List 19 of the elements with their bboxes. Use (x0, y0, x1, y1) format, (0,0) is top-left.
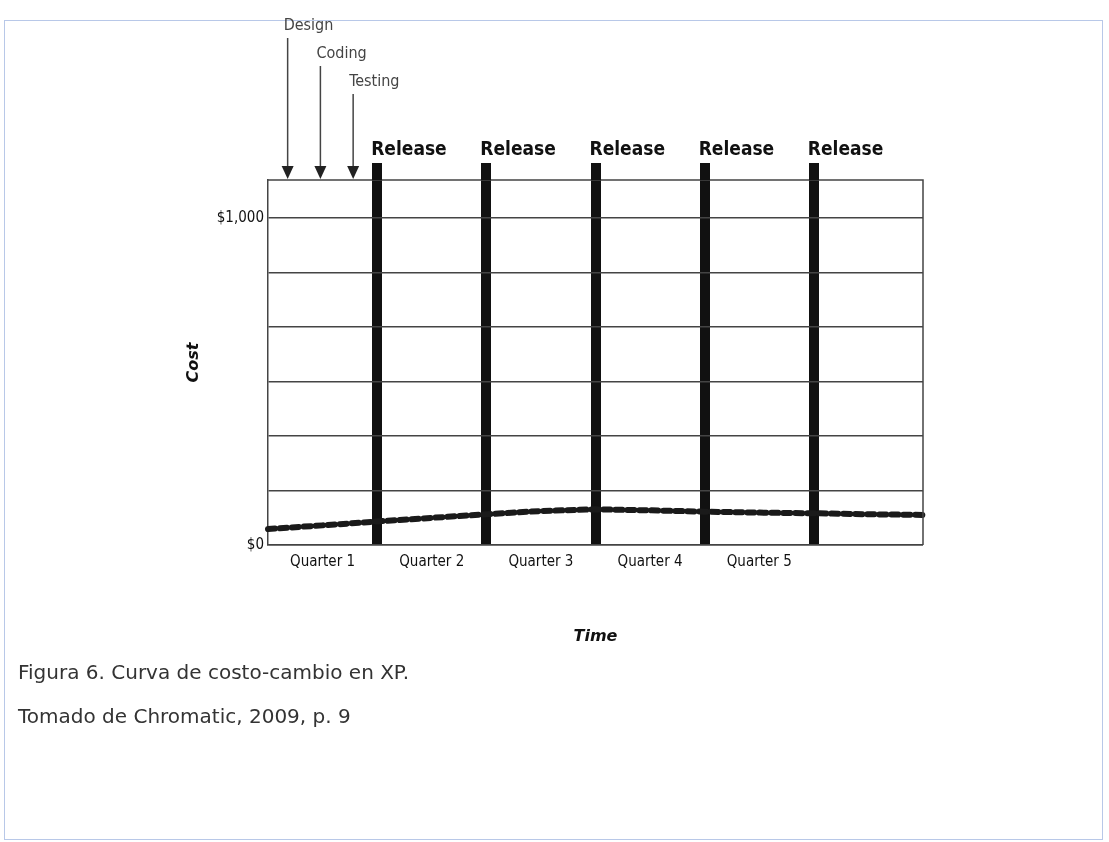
x-tick-label: Quarter 1 (290, 551, 356, 570)
x-tick-label: Quarter 3 (508, 551, 574, 570)
y-axis-title: Cost (182, 341, 202, 383)
text: Release (698, 137, 775, 160)
text: Release (589, 137, 666, 160)
text: Release (807, 137, 884, 160)
x-tick-label: Quarter 5 (726, 551, 792, 570)
y-tick-label: $1,000 (216, 207, 264, 226)
x-tick-label: Quarter 2 (399, 551, 465, 570)
text: Coding (316, 43, 367, 63)
text: Tomado de Chromatic, 2009, p. 9 (18, 704, 352, 728)
x-tick-label: Quarter 4 (617, 551, 683, 570)
text: Release (480, 137, 556, 160)
y-tick-label: $0 (246, 534, 264, 553)
text: Release (371, 137, 447, 160)
x-axis-title: Time (573, 625, 618, 645)
text: Figura 6. Curva de costo-cambio en XP. (18, 660, 410, 684)
text: Testing (348, 71, 400, 91)
text: Design (283, 15, 334, 35)
